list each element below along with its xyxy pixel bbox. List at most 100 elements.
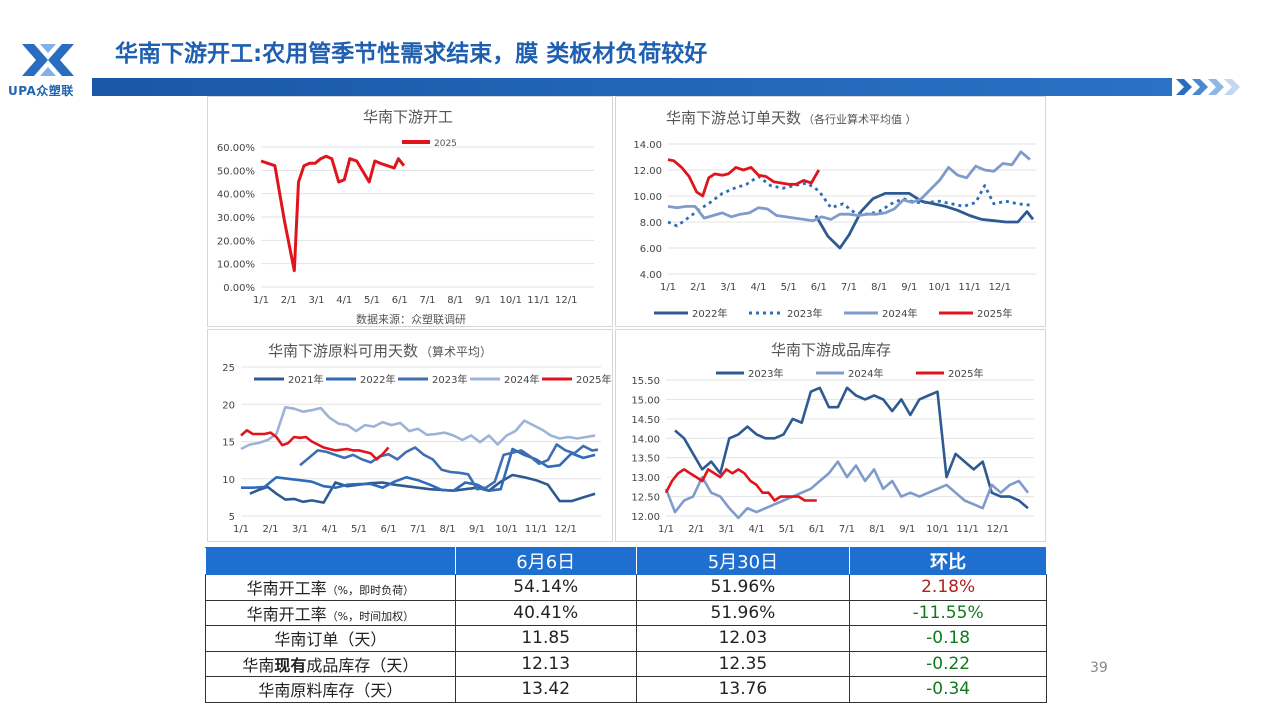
- chart-title-main: 华南下游总订单天数: [666, 109, 801, 127]
- value-current: 40.41%: [454, 599, 637, 626]
- y-tick-label: 13.00: [631, 473, 660, 484]
- table-row: 华南开工率（%，即时负荷） 54.14% 51.96% 2.18%: [205, 574, 1047, 601]
- x-tick-label: 12/1: [554, 524, 576, 535]
- y-tick-label: 60.00%: [217, 143, 255, 154]
- x-tick-label: 3/1: [308, 295, 324, 306]
- x-tick-label: 4/1: [750, 282, 766, 293]
- x-tick-label: 12/1: [987, 524, 1009, 535]
- x-tick-label: 5/1: [351, 524, 367, 535]
- chevrons-icon: [1176, 79, 1240, 95]
- value-current: 12.13: [454, 650, 637, 677]
- legend-label: 2023年: [787, 307, 822, 320]
- summary-table: 6月6日 5月30日 环比 华南开工率（%，即时负荷） 54.14% 51.96…: [205, 547, 1047, 703]
- x-tick-label: 9/1: [901, 282, 917, 293]
- legend-label: 2024年: [504, 373, 539, 386]
- y-tick-label: 20: [222, 400, 235, 411]
- x-tick-label: 10/1: [928, 282, 950, 293]
- chart-title: 华南下游总订单天数 （各行业算术平均值 ）: [666, 109, 917, 127]
- chart-panel-raw-material-days: 华南下游原料可用天数 （算术平均） 25 20 15 10 5 1/1 2/1 3/1 4/1 5/…: [207, 329, 613, 542]
- table-row: 华南原料库存（天） 13.42 13.76 -0.34: [205, 676, 1047, 703]
- y-tick-label: 15.00: [631, 395, 660, 406]
- x-tick-label: 6/1: [811, 282, 827, 293]
- row-label: 华南现有成品库存（天）: [205, 650, 456, 677]
- chart-title: 华南下游开工: [363, 108, 453, 126]
- chart-title-main: 华南下游原料可用天数: [268, 342, 418, 360]
- y-tick-label: 40.00%: [217, 190, 255, 201]
- y-tick-label: 15: [222, 438, 235, 449]
- company-logo: UPA众塑联: [8, 40, 88, 100]
- row-label-post: 成品库存（天）: [306, 655, 419, 675]
- row-label: 华南原料库存（天）: [205, 676, 456, 703]
- series-line-2023年: [667, 175, 1031, 228]
- x-tick-label: 5/1: [779, 524, 795, 535]
- value-current: 13.42: [454, 676, 637, 703]
- legend-label: 2024年: [848, 367, 883, 380]
- y-tick-label: 5: [229, 512, 235, 523]
- x-tick-label: 2/1: [262, 524, 278, 535]
- legend-label: 2022年: [692, 307, 727, 320]
- x-tick-label: 1/1: [658, 524, 674, 535]
- chart-panel-finished-inventory: 华南下游成品库存 15.50 15.00 14.50 14.00 13.50 13.00 1…: [615, 329, 1046, 542]
- table-header-row: 6月6日 5月30日 环比: [205, 547, 1047, 575]
- y-tick-label: 12.50: [631, 493, 660, 504]
- series-line-2024年: [667, 150, 1031, 223]
- x-tick-label: 3/1: [718, 524, 734, 535]
- y-tick-label: 10.00: [633, 192, 662, 203]
- x-tick-label: 4/1: [336, 295, 352, 306]
- series-line-2021年: [249, 473, 596, 504]
- y-tick-label: 30.00%: [217, 213, 255, 224]
- x-tick-label: 1/1: [253, 295, 269, 306]
- value-previous: 51.96%: [635, 574, 851, 601]
- value-previous: 12.03: [635, 625, 851, 652]
- y-tick-label: 6.00: [640, 244, 662, 255]
- series-line-2025年: [664, 468, 817, 502]
- table-header-label: [205, 547, 456, 575]
- series-line-2025: [260, 154, 406, 273]
- x-tick-label: 6/1: [392, 295, 408, 306]
- table-header-change: 环比: [849, 547, 1047, 575]
- chart-panel-order-days: 华南下游总订单天数 （各行业算术平均值 ） 14.00 12.00 10.00 8.00…: [615, 96, 1046, 327]
- y-tick-label: 50.00%: [217, 166, 255, 177]
- chart-subtitle: （各行业算术平均值 ）: [803, 112, 917, 126]
- x-tick-label: 4/1: [748, 524, 764, 535]
- legend-label: 2025年: [948, 367, 983, 380]
- y-tick-label: 12.00: [631, 512, 660, 523]
- legend-label: 2023年: [748, 367, 783, 380]
- x-tick-label: 6/1: [809, 524, 825, 535]
- x-tick-label: 9/1: [475, 295, 491, 306]
- logo-text: UPA众塑联: [8, 84, 74, 98]
- y-tick-label: 4.00: [640, 270, 662, 281]
- series-line-2022年: [241, 447, 596, 492]
- x-tick-label: 11/1: [956, 524, 978, 535]
- x-tick-label: 8/1: [447, 295, 463, 306]
- y-tick-label: 14.50: [631, 415, 660, 426]
- y-tick-label: 25: [222, 363, 235, 374]
- value-change: 2.18%: [849, 574, 1047, 601]
- x-tick-label: 8/1: [871, 282, 887, 293]
- chart-panel-operating-rate: 华南下游开工 2025 数据来源：众塑联调研 60.00% 50.00% 40.00…: [207, 96, 613, 327]
- legend-label: 2024年: [882, 307, 917, 320]
- x-tick-label: 9/1: [899, 524, 915, 535]
- x-tick-label: 9/1: [469, 524, 485, 535]
- page-title: 华南下游开工:农用管季节性需求结束，膜 类板材负荷较好: [115, 41, 708, 67]
- row-label-main: 华南开工率: [246, 604, 327, 624]
- value-change: -11.55%: [849, 599, 1047, 626]
- title-bar: [92, 78, 1172, 96]
- legend-label: 2021年: [288, 373, 323, 386]
- table-header-previous: 5月30日: [635, 547, 851, 575]
- row-label-bold: 现有: [274, 655, 307, 675]
- x-tick-label: 3/1: [720, 282, 736, 293]
- chart-title: 华南下游原料可用天数 （算术平均）: [268, 342, 492, 360]
- row-label: 华南开工率（%，即时负荷）: [205, 574, 456, 601]
- x-tick-label: 12/1: [989, 282, 1011, 293]
- x-tick-label: 11/1: [527, 295, 549, 306]
- y-tick-label: 13.50: [631, 454, 660, 465]
- value-previous: 51.96%: [635, 599, 851, 626]
- legend-label-2025: 2025: [434, 139, 457, 149]
- chart-finished-inventory: 华南下游成品库存 15.50 15.00 14.50 14.00 13.50 13.00 1…: [631, 341, 1034, 535]
- chart-subtitle: （算术平均）: [420, 344, 492, 359]
- x-tick-label: 8/1: [440, 524, 456, 535]
- legend-label: 2025年: [977, 307, 1012, 320]
- x-tick-label: 7/1: [839, 524, 855, 535]
- legend-label: 2023年: [432, 373, 467, 386]
